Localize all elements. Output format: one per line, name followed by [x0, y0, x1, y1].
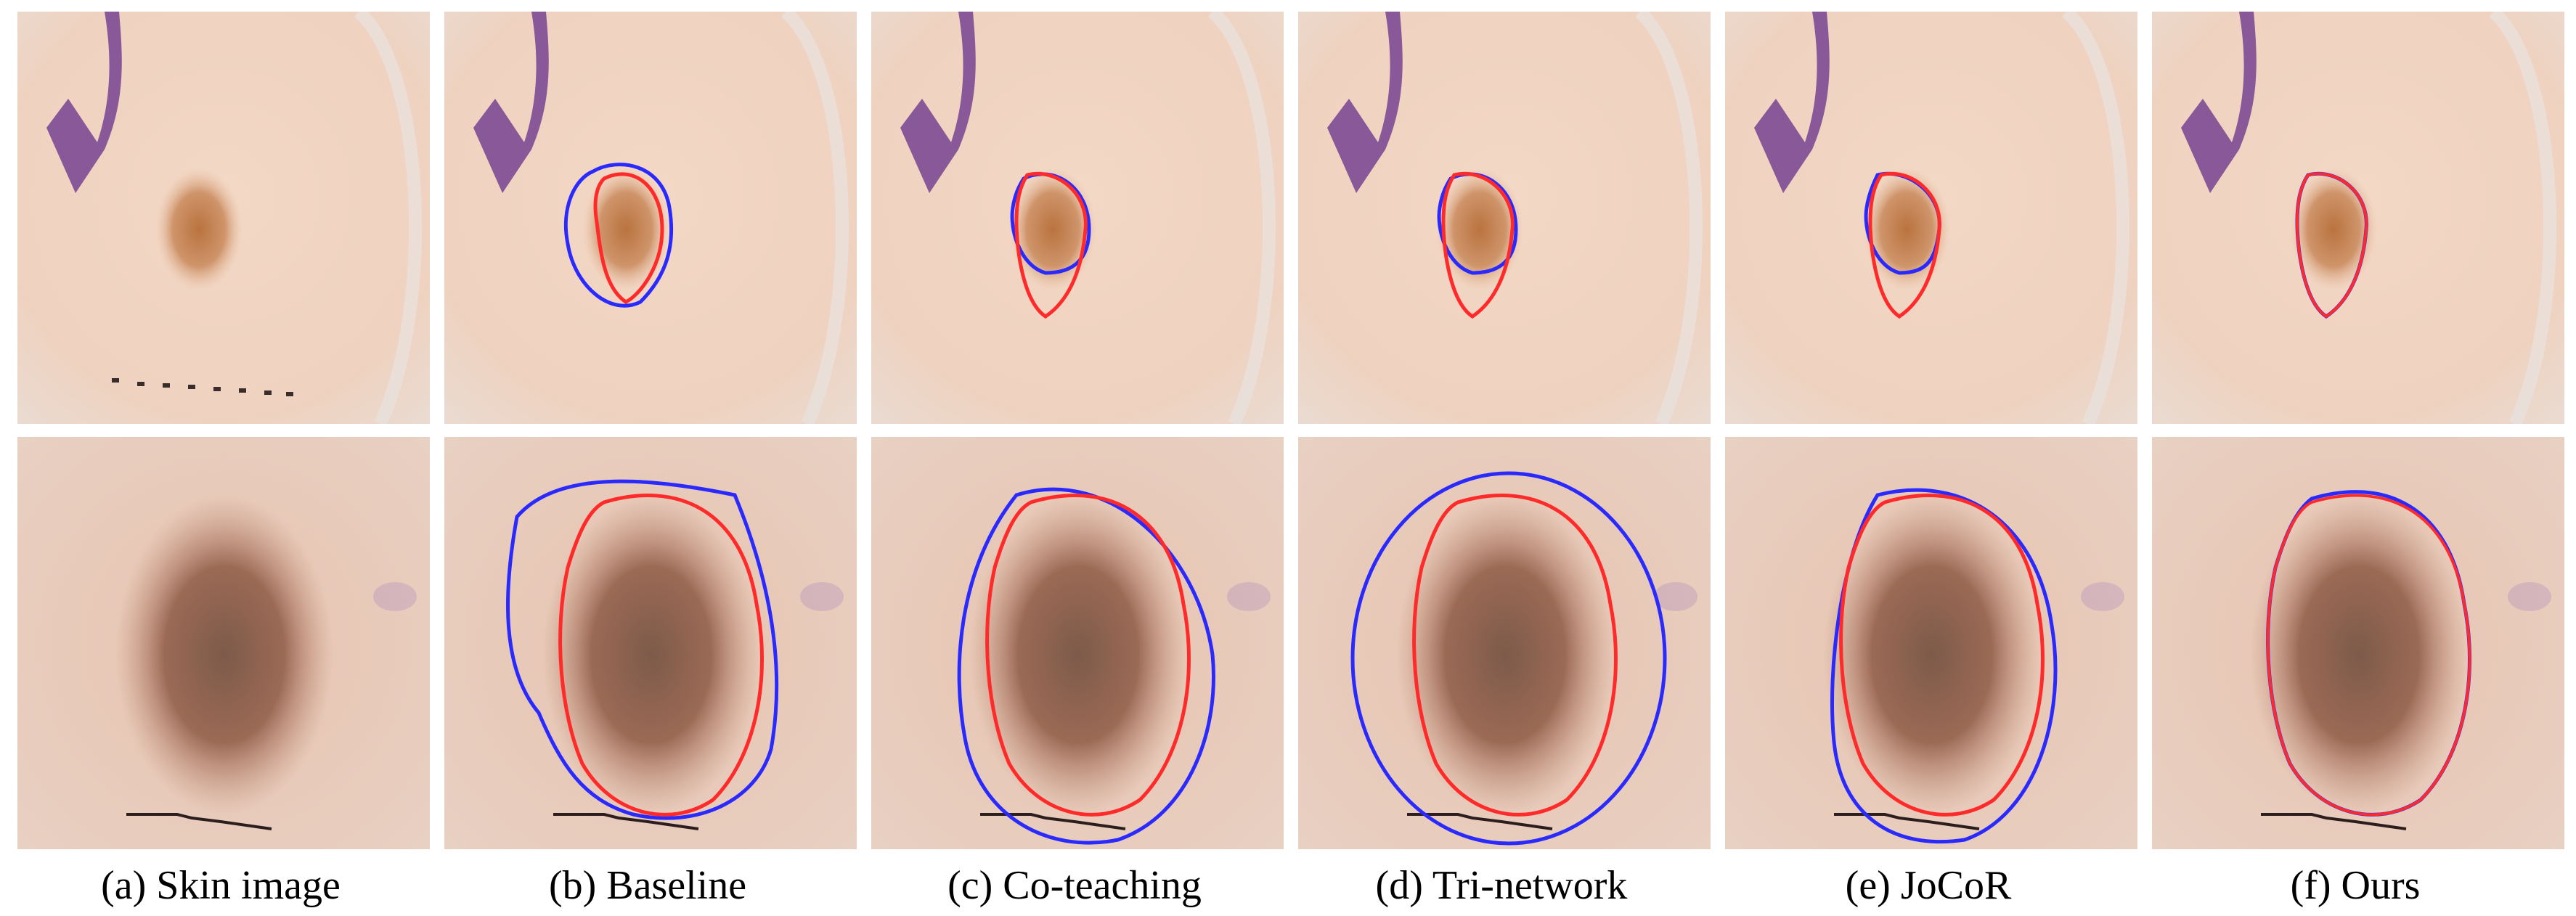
ours-r1: [2152, 12, 2564, 424]
caption-coteaching: (c) Co-teaching: [947, 863, 1202, 908]
trinetwork-r1: [1298, 12, 1711, 424]
panel-r2-skin-image: [17, 437, 430, 849]
coteaching-r1: [871, 12, 1284, 424]
ours-r2: [2152, 437, 2564, 849]
skin-image-r1: [17, 12, 430, 424]
trinetwork-r2: [1298, 437, 1711, 849]
panel-r2-baseline: [444, 437, 857, 849]
caption-jocor: (e) JoCoR: [1845, 863, 2012, 908]
jocor-r2: [1725, 437, 2137, 849]
skin-image-r2: [17, 437, 430, 849]
panel-r1-jocor: [1725, 12, 2137, 424]
panel-r2-trinetwork: [1298, 437, 1711, 849]
panel-r1-ours: [2152, 12, 2564, 424]
panel-r1-coteaching: [871, 12, 1284, 424]
coteaching-r2: [871, 437, 1284, 849]
caption-trinetwork: (d) Tri-network: [1375, 863, 1628, 908]
panel-r1-trinetwork: [1298, 12, 1711, 424]
baseline-r1: [444, 12, 857, 424]
panel-r1-skin-image: [17, 12, 430, 424]
panel-r1-baseline: [444, 12, 857, 424]
baseline-r2: [444, 437, 857, 849]
caption-skin-image: (a) Skin image: [101, 863, 341, 908]
jocor-r1: [1725, 12, 2137, 424]
caption-ours: (f) Ours: [2290, 863, 2421, 908]
panel-r2-coteaching: [871, 437, 1284, 849]
panel-r2-jocor: [1725, 437, 2137, 849]
panel-r2-ours: [2152, 437, 2564, 849]
caption-baseline: (b) Baseline: [548, 863, 747, 908]
